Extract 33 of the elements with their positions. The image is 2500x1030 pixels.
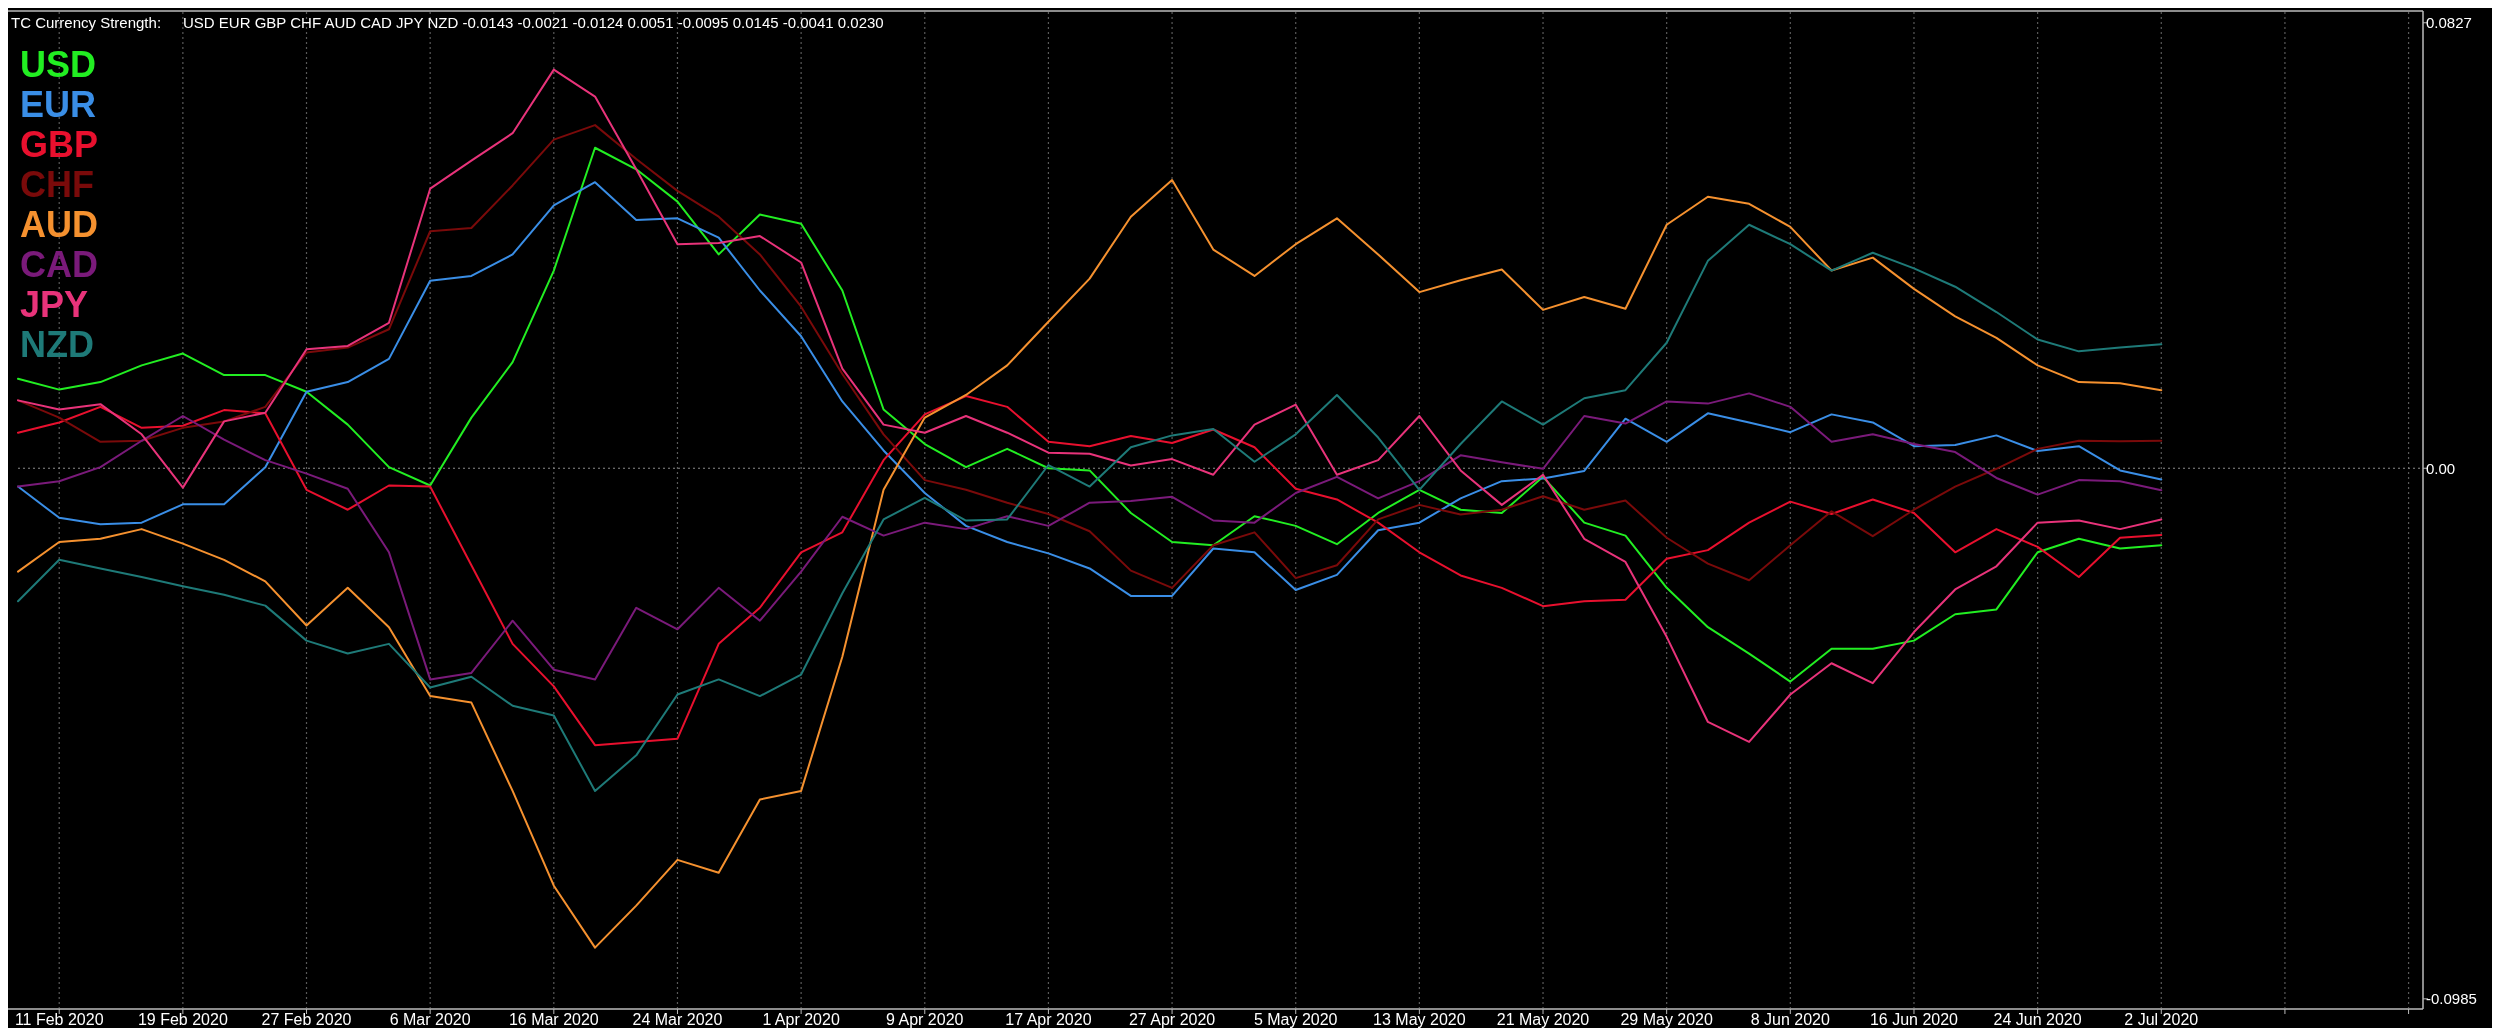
text: NZD	[20, 324, 94, 365]
x-tick-label: 17 Apr 2020	[1005, 1011, 1092, 1028]
text: CHF	[20, 164, 94, 205]
y-tick-label: 0.0827	[2426, 14, 2472, 32]
x-tick-label: 9 Apr 2020	[886, 1011, 964, 1028]
x-tick-label: 27 Apr 2020	[1128, 1011, 1216, 1028]
text: AUD	[20, 204, 98, 245]
x-tick-label: 1 Apr 2020	[762, 1011, 840, 1028]
text: JPY	[20, 284, 89, 325]
x-tick-label: 6 Mar 2020	[389, 1011, 471, 1028]
chart-title: TC Currency Strength:	[11, 14, 162, 31]
x-tick-label: 5 May 2020	[1253, 1011, 1338, 1028]
y-tick-label: -0.0985	[2426, 990, 2477, 1008]
x-tick-label: 2 Jul 2020	[2124, 1011, 2199, 1028]
line-series	[17, 392, 2163, 681]
x-tick-label: 13 May 2020	[1373, 1011, 1466, 1028]
x-tick-label: 19 Feb 2020	[137, 1011, 228, 1028]
x-tick-label: 16 Mar 2020	[508, 1011, 599, 1028]
x-tick-label: 11 Feb 2020	[14, 1011, 104, 1028]
x-tick-label: 16 Jun 2020	[1869, 1011, 1959, 1028]
text: GBP	[20, 124, 99, 165]
x-tick-label: 21 May 2020	[1496, 1011, 1590, 1028]
chart-subtitle: USD EUR GBP CHF AUD CAD JPY NZD -0.0143 -0.0021 -0.0124 0.0051 -0.0095 0.0145 -0.0041 0.0230	[183, 14, 884, 31]
text: CAD	[20, 244, 98, 285]
x-tick-label: 24 Jun 2020	[1993, 1011, 2082, 1028]
line-series	[17, 395, 2163, 747]
text: USD	[20, 44, 97, 85]
y-tick-label: 0.00	[2426, 459, 2456, 477]
text: EUR	[20, 84, 97, 125]
x-tick-label: 27 Feb 2020	[261, 1011, 352, 1028]
x-tick-label: 24 Mar 2020	[632, 1011, 723, 1028]
x-tick-label: 8 Jun 2020	[1750, 1011, 1831, 1028]
x-tick-label: 29 May 2020	[1620, 1011, 1714, 1028]
